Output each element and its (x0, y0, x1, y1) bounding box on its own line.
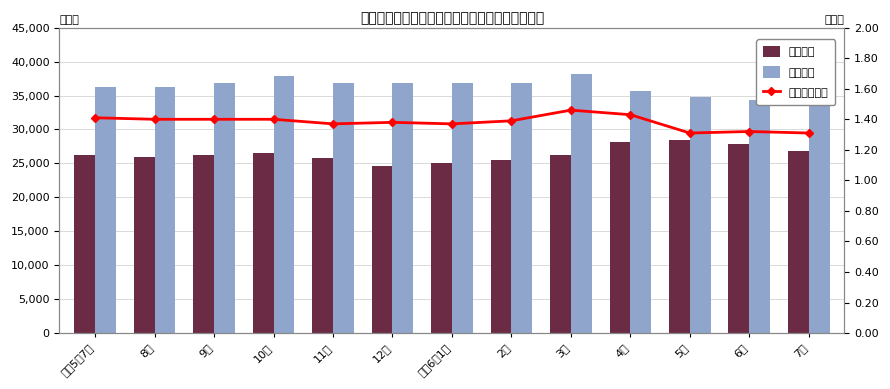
有効求人倍率 (387, 120, 398, 124)
Bar (728, 144, 749, 333)
Bar (333, 82, 354, 333)
Bar (809, 102, 829, 333)
Text: （倍）: （倍） (824, 15, 845, 25)
Bar (193, 155, 214, 333)
Bar (392, 82, 413, 333)
有効求人倍率 (328, 121, 338, 126)
有効求人倍率 (150, 117, 160, 122)
Bar (610, 142, 630, 333)
Line: 有効求人倍率: 有効求人倍率 (93, 107, 812, 136)
Bar (570, 75, 592, 333)
Bar (372, 166, 392, 333)
有効求人倍率 (90, 116, 101, 120)
Bar (630, 91, 651, 333)
Bar (214, 83, 235, 333)
Text: （人）: （人） (60, 15, 79, 25)
Bar (253, 152, 273, 333)
有効求人倍率 (684, 131, 695, 135)
有効求人倍率 (804, 131, 814, 135)
有効求人倍率 (506, 119, 517, 123)
Bar (690, 97, 710, 333)
Bar (490, 160, 512, 333)
Bar (134, 157, 155, 333)
Bar (155, 87, 175, 333)
Bar (312, 158, 333, 333)
有効求人倍率 (565, 108, 576, 112)
Bar (788, 151, 809, 333)
Bar (512, 83, 532, 333)
Bar (431, 163, 452, 333)
有効求人倍率 (625, 112, 635, 117)
Bar (452, 82, 473, 333)
Legend: 有効求職, 有効求人, 有効求人倍率: 有効求職, 有効求人, 有効求人倍率 (756, 39, 835, 105)
Title: 有効求職・求人・求人倍率（季節調整値）の推移: 有効求職・求人・求人倍率（季節調整値）の推移 (360, 11, 544, 25)
有効求人倍率 (209, 117, 220, 122)
Bar (95, 88, 116, 333)
Bar (75, 154, 95, 333)
有効求人倍率 (744, 129, 755, 134)
Bar (669, 140, 690, 333)
Bar (273, 76, 295, 333)
Bar (749, 100, 770, 333)
Bar (550, 155, 570, 333)
有効求人倍率 (268, 117, 279, 122)
有効求人倍率 (447, 121, 457, 126)
